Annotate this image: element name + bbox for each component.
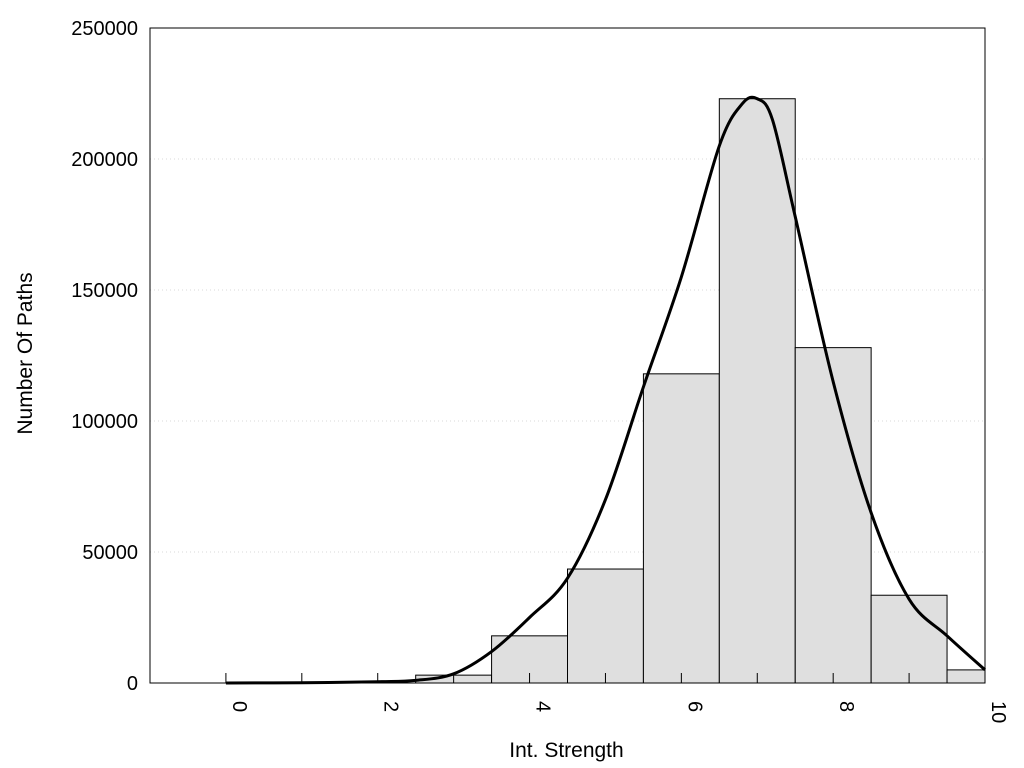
histogram-bar — [718, 98, 796, 684]
density-curve-group — [225, 95, 987, 685]
x-tick-label: 4 — [532, 701, 554, 712]
y-axis-title: Number Of Paths — [14, 272, 37, 434]
y-tick-label: 250000 — [71, 18, 138, 40]
y-tick-label: 50000 — [82, 542, 138, 564]
x-tick-label: 10 — [987, 701, 1009, 723]
x-tick-label: 6 — [683, 701, 705, 712]
x-axis-ticks: 0 2 4 6 8 10 — [225, 673, 1009, 723]
y-axis-ticks: 0 50000 100000 150000 200000 250000 — [71, 18, 138, 695]
y-tick-label: 200000 — [71, 149, 138, 171]
y-tick-label: 0 — [127, 673, 138, 695]
x-tick-label: 0 — [228, 701, 250, 712]
histogram-bars — [415, 98, 986, 684]
histogram-bar — [794, 347, 872, 684]
plot-area-frame — [149, 27, 986, 684]
x-tick-label: 8 — [835, 701, 857, 712]
x-tick-label: 2 — [380, 701, 402, 712]
x-axis-title: Int. Strength — [509, 739, 623, 762]
histogram-bar — [870, 594, 948, 684]
histogram-bar — [567, 568, 644, 684]
density-curve — [225, 95, 987, 685]
y-tick-label: 100000 — [71, 411, 138, 433]
y-tick-label: 150000 — [71, 280, 138, 302]
histogram-bar — [642, 373, 720, 684]
histogram-bar — [946, 669, 986, 684]
